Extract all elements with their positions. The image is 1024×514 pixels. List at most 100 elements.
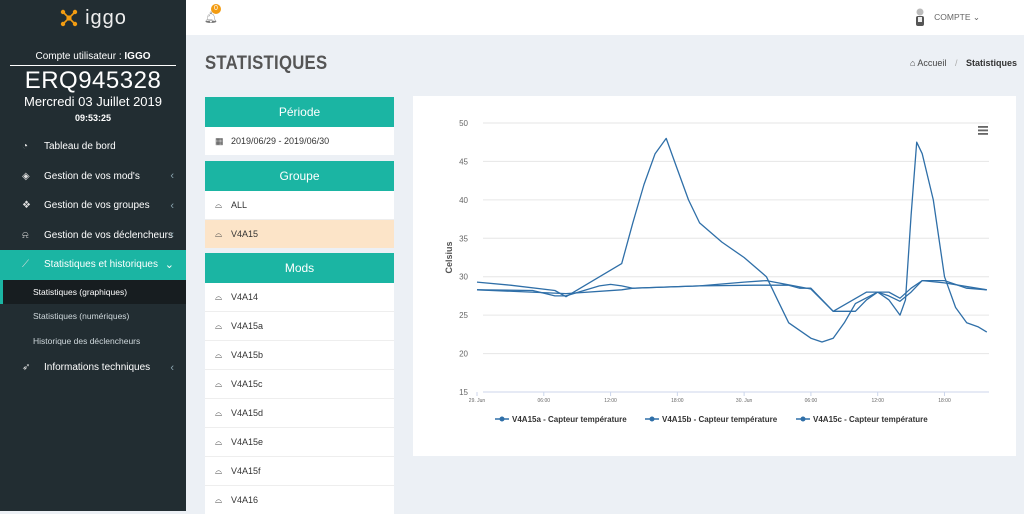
- sidebar-item-label: Gestion de vos groupes: [44, 200, 150, 212]
- sidebar-item-label: Informations techniques: [44, 362, 151, 374]
- x-tick-label: 06:00: [805, 398, 818, 404]
- mod-item-label: V4A15b: [231, 350, 264, 360]
- line-chart-icon: ⟋: [22, 259, 29, 271]
- submenu-item-label: Statistiques (numériques): [33, 311, 130, 322]
- x-tick-label: 30. Jun: [736, 398, 753, 404]
- legend-label: V4A15a - Capteur température: [512, 415, 627, 424]
- sidebar-item-mods[interactable]: ◈ Gestion de vos mod's ‹: [0, 162, 186, 192]
- mod-item[interactable]: ⌓ V4A15c: [205, 369, 394, 398]
- groupe-header: Groupe: [205, 161, 394, 191]
- legend-label: V4A15b - Capteur température: [662, 415, 778, 424]
- chevron-down-icon: ⌄: [972, 12, 980, 22]
- dashboard-icon: ◔: [22, 141, 29, 153]
- mods-panel: Mods ⌓ V4A14 ⌓ V4A15a ⌓ V4A15b ⌓ V4A15c ⌓ V4A…: [205, 253, 394, 514]
- submenu-item-trigger-history[interactable]: Historique des déclencheurs: [0, 329, 186, 354]
- mod-item[interactable]: ⌓ V4A15a: [205, 311, 394, 340]
- hdd-icon: ⌓: [215, 465, 223, 476]
- legend-marker: [800, 416, 806, 422]
- chevron-left-icon: ‹: [170, 199, 174, 212]
- cube-icon: ◈: [22, 170, 30, 182]
- x-tick-label: 18:00: [671, 398, 684, 404]
- hdd-icon: ⌓: [215, 494, 223, 505]
- account-menu[interactable]: COMPTE ⌄: [934, 12, 980, 23]
- divider: [10, 65, 176, 66]
- sidebar-item-triggers[interactable]: ⍾ Gestion de vos déclencheurs ‹: [0, 221, 186, 251]
- submenu-item-label: Historique des déclencheurs: [33, 335, 141, 346]
- user-label: Compte utilisateur :: [35, 51, 125, 62]
- hdd-icon: ⌓: [215, 436, 223, 447]
- cubes-icon: ❖: [22, 200, 31, 212]
- brand-logo[interactable]: iggo: [0, 0, 186, 36]
- topbar: 🔔︎ 0 COMPTE ⌄: [186, 0, 1024, 35]
- breadcrumb: ⌂ Accueil / Statistiques: [910, 58, 1017, 68]
- notifications-bell-icon[interactable]: 🔔︎: [204, 12, 218, 24]
- home-icon: ⌂: [909, 58, 916, 68]
- user-account-line: Compte utilisateur : IGGO: [0, 51, 186, 62]
- sidebar-item-label: Statistiques et historiques: [44, 259, 158, 271]
- hdd-icon: ⌓: [215, 199, 223, 210]
- sidebar-item-label: Gestion de vos déclencheurs: [44, 229, 173, 241]
- breadcrumb-separator: /: [954, 58, 958, 68]
- menu-bar: [978, 126, 988, 128]
- mod-item-label: V4A15f: [231, 466, 261, 476]
- user-name: IGGO: [124, 51, 151, 62]
- sidebar-item-groups[interactable]: ❖ Gestion de vos groupes ‹: [0, 191, 186, 221]
- hdd-icon: ⌓: [215, 378, 223, 389]
- mod-item-label: V4A15a: [231, 321, 264, 331]
- mod-item-label: V4A16: [231, 495, 259, 505]
- hdd-icon: ⌓: [215, 291, 223, 302]
- x-tick-label: 29. Jun: [469, 398, 486, 404]
- device-id: ERQ945328: [24, 67, 162, 94]
- legend-label: V4A15c - Capteur température: [813, 415, 928, 424]
- y-tick-label: 25: [459, 311, 468, 320]
- y-tick-label: 50: [459, 119, 468, 128]
- y-tick-label: 45: [459, 157, 468, 166]
- sidebar-item-statistics[interactable]: ⟋ Statistiques et historiques ⌄: [0, 250, 186, 280]
- x-tick-label: 12:00: [871, 398, 884, 404]
- y-tick-label: 40: [459, 196, 468, 205]
- y-tick-label: 15: [459, 388, 468, 397]
- account-label: COMPTE: [934, 12, 971, 22]
- group-item-v4a15[interactable]: ⌓ V4A15: [205, 219, 394, 248]
- breadcrumb-home[interactable]: Accueil: [917, 58, 947, 68]
- x-tick-label: 06:00: [538, 398, 551, 404]
- mod-item[interactable]: ⌓ V4A15f: [205, 456, 394, 485]
- group-item-label: ALL: [231, 200, 248, 210]
- mod-item[interactable]: ⌓ V4A14: [205, 283, 394, 311]
- mod-item[interactable]: ⌓ V4A15e: [205, 427, 394, 456]
- sidebar-item-tech-info[interactable]: ➶ Informations techniques ‹: [0, 353, 186, 383]
- chart-menu-icon[interactable]: [978, 126, 988, 135]
- sidebar-item-label: Gestion de vos mod's: [44, 170, 140, 182]
- chevron-left-icon: ‹: [170, 170, 174, 183]
- mod-item-label: V4A15d: [231, 408, 264, 418]
- hdd-icon: ⌓: [215, 228, 223, 239]
- submenu-item-stats-numeric[interactable]: Statistiques (numériques): [0, 304, 186, 329]
- notification-count-badge: 0: [211, 4, 221, 14]
- temperature-chart: 15 20 25 30 35 40 45 50 29. Jun 06:00 12:00 18:00 30…: [444, 119, 989, 424]
- submenu-item-label: Statistiques (graphiques): [33, 286, 128, 297]
- legend-marker: [499, 416, 505, 422]
- mod-item[interactable]: ⌓ V4A15b: [205, 340, 394, 369]
- x-tick-label: 18:00: [938, 398, 951, 404]
- date-range-picker[interactable]: ▦ 2019/06/29 - 2019/06/30: [205, 127, 394, 155]
- periode-panel: Période ▦ 2019/06/29 - 2019/06/30: [205, 97, 394, 155]
- submenu-item-stats-charts[interactable]: Statistiques (graphiques): [0, 279, 186, 304]
- avatar[interactable]: [914, 7, 926, 27]
- calendar-icon: ▦: [215, 135, 224, 146]
- sidebar-item-dashboard[interactable]: ◔ Tableau de bord: [0, 132, 186, 162]
- y-tick-label: 30: [459, 273, 468, 282]
- chevron-left-icon: ‹: [170, 361, 174, 374]
- bell-icon: ⍾: [22, 229, 29, 241]
- rocket-icon: ➶: [22, 362, 31, 374]
- mod-item[interactable]: ⌓ V4A16: [205, 485, 394, 514]
- series-line: [476, 137, 988, 343]
- hdd-icon: ⌓: [215, 320, 223, 331]
- y-axis-label: Celsius: [444, 241, 454, 273]
- breadcrumb-current: Statistiques: [965, 58, 1017, 68]
- group-item-all[interactable]: ⌓ ALL: [205, 191, 394, 219]
- user-block: Compte utilisateur : IGGO ERQ945328 Merc…: [0, 36, 186, 123]
- chevron-left-icon: ‹: [170, 229, 174, 242]
- hdd-icon: ⌓: [215, 349, 223, 360]
- chevron-down-icon: ⌄: [164, 259, 174, 272]
- mod-item[interactable]: ⌓ V4A15d: [205, 398, 394, 427]
